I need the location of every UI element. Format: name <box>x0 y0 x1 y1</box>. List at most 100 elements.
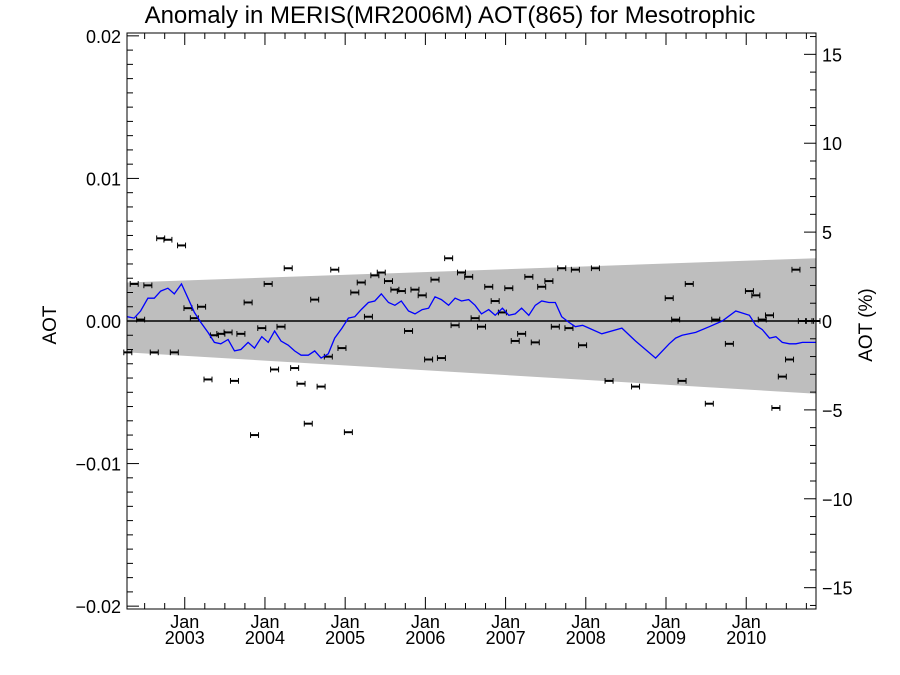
chart-title: Anomaly in MERIS(MR2006M) AOT(865) for M… <box>144 2 756 29</box>
x-tick-label-year: 2006 <box>405 628 445 648</box>
axes-layer: −0.02−0.010.000.010.02−15−10−5051015Jan2… <box>75 27 852 648</box>
data-point <box>203 376 213 383</box>
data-point <box>129 281 139 287</box>
y-tick-label-right: 0 <box>822 312 832 332</box>
data-point <box>229 378 239 384</box>
y-tick-label-right: 15 <box>822 45 842 65</box>
data-point <box>310 296 320 303</box>
data-point <box>270 366 280 373</box>
data-point <box>557 265 567 272</box>
data-point <box>223 329 233 336</box>
data-point <box>257 325 267 331</box>
smoothed-line-layer <box>126 282 816 359</box>
y-tick-label-right: −5 <box>822 401 843 421</box>
data-point <box>444 255 454 262</box>
data-point <box>163 236 173 243</box>
data-point <box>517 330 527 337</box>
data-point <box>791 266 801 273</box>
data-point <box>296 380 306 387</box>
data-point <box>524 273 534 280</box>
data-point <box>550 323 560 330</box>
data-point <box>330 266 340 273</box>
data-point <box>404 328 414 334</box>
uncertainty-band-layer <box>127 258 816 394</box>
data-point <box>356 279 366 286</box>
x-tick-label-month: Jan <box>571 612 600 632</box>
y-tick-label-left: 0.01 <box>86 169 121 189</box>
data-point <box>757 316 767 323</box>
data-point <box>450 322 460 329</box>
data-point <box>303 420 313 427</box>
data-point <box>504 285 514 292</box>
data-point <box>243 299 253 306</box>
y-tick-label-right: 10 <box>822 134 842 154</box>
x-tick-label-month: Jan <box>491 612 520 632</box>
data-point <box>456 269 466 276</box>
x-tick-label-year: 2008 <box>566 628 606 648</box>
data-point <box>470 315 480 321</box>
y-tick-label-right: −15 <box>822 579 853 599</box>
x-tick-label-month: Jan <box>250 612 279 632</box>
smoothed-anomaly-line <box>126 282 816 359</box>
y-tick-label-left: −0.02 <box>75 597 121 617</box>
data-point <box>744 288 754 294</box>
y-axis-label-left: AOT <box>40 305 61 344</box>
data-point <box>564 325 574 331</box>
y-tick-label-right: 5 <box>822 223 832 243</box>
x-tick-label-year: 2004 <box>245 628 285 648</box>
data-point <box>417 292 427 299</box>
data-point <box>490 298 500 304</box>
data-point <box>350 289 360 296</box>
data-point <box>777 373 787 380</box>
x-tick-label-month: Jan <box>411 612 440 632</box>
data-point <box>383 278 393 284</box>
data-point <box>724 340 734 347</box>
data-point <box>671 316 681 323</box>
data-point <box>250 432 260 438</box>
data-point <box>537 283 547 290</box>
x-tick-label-month: Jan <box>732 612 761 632</box>
data-point <box>169 349 179 356</box>
x-tick-label-year: 2007 <box>486 628 526 648</box>
data-point <box>410 286 420 293</box>
data-point <box>677 378 687 384</box>
data-point <box>263 281 273 287</box>
data-point <box>236 330 246 337</box>
x-tick-label-month: Jan <box>331 612 360 632</box>
data-point <box>149 349 159 356</box>
y-tick-label-left: 0.00 <box>86 312 121 332</box>
data-point <box>283 265 293 272</box>
data-point <box>510 338 520 344</box>
data-point <box>396 288 406 294</box>
data-point <box>570 266 580 273</box>
data-point <box>785 356 795 363</box>
x-tick-label-year: 2010 <box>726 628 766 648</box>
data-point <box>290 365 300 371</box>
data-point <box>436 355 446 361</box>
data-point <box>123 349 133 356</box>
data-point <box>530 339 540 346</box>
x-tick-label-year: 2005 <box>325 628 365 648</box>
data-point <box>143 282 153 289</box>
data-point <box>376 269 386 276</box>
data-point <box>424 356 434 363</box>
data-point <box>177 242 187 249</box>
data-point <box>544 278 554 284</box>
y-tick-label-right: −10 <box>822 490 853 510</box>
data-point <box>316 383 326 390</box>
y-tick-label-left: −0.01 <box>75 455 121 475</box>
data-point <box>430 276 440 283</box>
data-point <box>343 429 353 436</box>
data-point <box>704 400 714 407</box>
data-point <box>477 323 487 330</box>
y-axis-label-right: AOT (%) <box>856 288 877 362</box>
data-point <box>578 342 588 349</box>
data-point <box>197 303 207 310</box>
data-point <box>484 283 494 290</box>
data-point <box>276 323 286 330</box>
data-point <box>464 273 474 280</box>
data-point <box>631 383 641 390</box>
x-tick-label-month: Jan <box>651 612 680 632</box>
data-point <box>764 312 774 319</box>
